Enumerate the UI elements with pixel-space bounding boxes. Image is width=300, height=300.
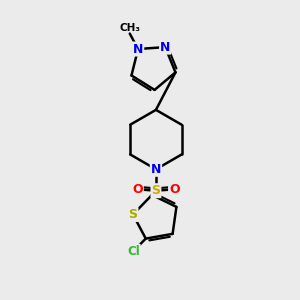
Text: N: N (151, 163, 161, 176)
Text: CH₃: CH₃ (119, 23, 140, 33)
Text: S: S (128, 208, 137, 221)
Text: Cl: Cl (127, 244, 140, 258)
Text: O: O (132, 183, 143, 196)
Text: S: S (152, 184, 160, 197)
Text: N: N (133, 43, 143, 56)
Text: O: O (169, 183, 180, 196)
Text: N: N (160, 40, 170, 54)
